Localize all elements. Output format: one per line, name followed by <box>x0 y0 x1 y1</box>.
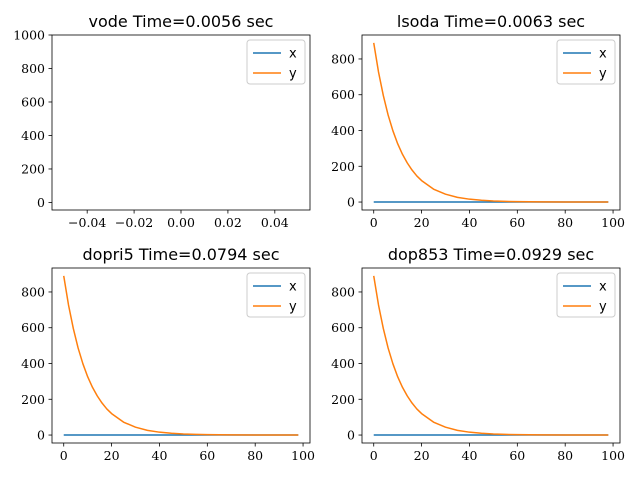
x-tick-label: 100 <box>601 215 625 230</box>
x-tick-label: 80 <box>557 448 573 463</box>
y-tick-label: 800 <box>21 61 45 76</box>
y-tick-label: 800 <box>331 51 355 66</box>
axes-frame <box>361 34 621 211</box>
y-tick-label: 800 <box>21 284 45 299</box>
x-tick-label: 40 <box>462 215 478 230</box>
legend-label: y <box>599 67 607 82</box>
subplot-4: dop853 Time=0.0929 sec 0 20 40 60 80 100 0 200 40… <box>331 245 625 463</box>
legend-label: y <box>289 67 297 82</box>
y-tick-label: 400 <box>331 356 355 371</box>
y-tick-label: 200 <box>21 161 45 176</box>
y-tick-label: 400 <box>21 356 45 371</box>
subplot-1: vode Time=0.0056 sec −0.04 −0.02 0.00 0.02 0.… <box>13 12 311 230</box>
subplot-title: lsoda Time=0.0063 sec <box>397 12 585 31</box>
legend-label: x <box>599 280 607 295</box>
subplot-title: dopri5 Time=0.0794 sec <box>83 245 280 264</box>
legend-label: y <box>289 300 297 315</box>
x-tick-label: 0.00 <box>167 215 195 230</box>
x-tick-label: 0.04 <box>261 215 289 230</box>
x-tick-label: −0.02 <box>115 215 153 230</box>
x-tick-label: 0.02 <box>214 215 242 230</box>
legend-label: y <box>599 300 607 315</box>
y-tick-label: 400 <box>21 128 45 143</box>
legend: xy <box>556 39 616 85</box>
y-tick-label: 200 <box>331 159 355 174</box>
legend: xy <box>246 39 306 85</box>
x-tick-label: 40 <box>462 448 478 463</box>
y-tick-label: 1000 <box>13 28 45 43</box>
y-tick-label: 0 <box>37 428 45 443</box>
x-tick-label: 60 <box>199 448 215 463</box>
subplot-2: lsoda Time=0.0063 sec 0 20 40 60 80 100 0 200 400… <box>331 12 625 230</box>
x-tick-label: −0.04 <box>68 215 106 230</box>
x-tick-label: 20 <box>104 448 120 463</box>
axes-frame <box>51 267 311 444</box>
y-tick-label: 600 <box>331 87 355 102</box>
x-tick-label: 20 <box>414 448 430 463</box>
plot-area <box>372 275 609 436</box>
y-tick-label: 400 <box>331 123 355 138</box>
series-line-y <box>372 275 609 436</box>
subplot-title: vode Time=0.0056 sec <box>89 12 274 31</box>
subplot-3: dopri5 Time=0.0794 sec 0 20 40 60 80 100 0 200 40… <box>21 245 315 463</box>
x-tick-label: 40 <box>152 448 168 463</box>
x-tick-label: 0 <box>370 215 378 230</box>
x-tick-label: 100 <box>291 448 315 463</box>
y-tick-label: 200 <box>21 392 45 407</box>
y-tick-label: 600 <box>21 320 45 335</box>
x-tick-label: 0 <box>370 448 378 463</box>
legend-label: x <box>599 47 607 62</box>
y-tick-label: 200 <box>331 392 355 407</box>
x-tick-label: 80 <box>557 215 573 230</box>
x-tick-label: 60 <box>509 215 525 230</box>
legend-label: x <box>289 47 297 62</box>
series-line-y <box>62 275 299 436</box>
legend: xy <box>556 272 616 318</box>
series-line-y <box>372 42 609 203</box>
y-tick-label: 0 <box>347 195 355 210</box>
subplot-title: dop853 Time=0.0929 sec <box>388 245 594 264</box>
y-tick-label: 600 <box>21 94 45 109</box>
axes-frame <box>361 267 621 444</box>
x-tick-label: 0 <box>60 448 68 463</box>
y-tick-label: 600 <box>331 320 355 335</box>
x-tick-label: 20 <box>414 215 430 230</box>
y-tick-label: 0 <box>347 428 355 443</box>
y-tick-label: 0 <box>37 195 45 210</box>
plot-area <box>62 275 299 436</box>
y-tick-label: 800 <box>331 284 355 299</box>
legend: xy <box>246 272 306 318</box>
plot-area <box>372 42 609 203</box>
x-tick-label: 80 <box>247 448 263 463</box>
legend-label: x <box>289 280 297 295</box>
x-tick-label: 60 <box>509 448 525 463</box>
x-tick-label: 100 <box>601 448 625 463</box>
